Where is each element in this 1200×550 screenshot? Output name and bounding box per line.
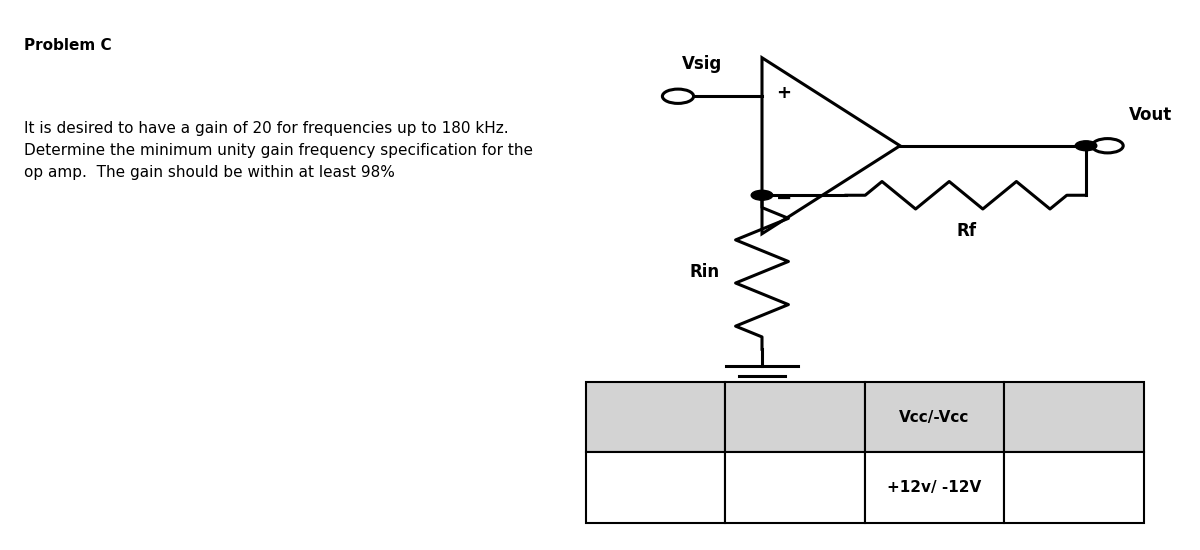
FancyBboxPatch shape: [864, 452, 1004, 522]
FancyBboxPatch shape: [586, 382, 725, 452]
Circle shape: [1075, 141, 1097, 151]
Text: +: +: [776, 85, 792, 102]
Circle shape: [751, 190, 773, 200]
FancyBboxPatch shape: [725, 452, 864, 522]
Text: Vcc/-Vcc: Vcc/-Vcc: [899, 410, 970, 425]
Text: Rf: Rf: [956, 222, 976, 240]
Text: Problem C: Problem C: [24, 39, 112, 53]
Text: Vsig: Vsig: [682, 56, 722, 73]
Text: +12v/ -12V: +12v/ -12V: [887, 480, 982, 495]
Text: Vout: Vout: [1129, 107, 1172, 124]
FancyBboxPatch shape: [725, 382, 864, 452]
FancyBboxPatch shape: [1004, 382, 1144, 452]
Text: Rin: Rin: [690, 263, 720, 281]
Text: −: −: [776, 189, 793, 207]
FancyBboxPatch shape: [1004, 452, 1144, 522]
FancyBboxPatch shape: [586, 452, 725, 522]
Text: It is desired to have a gain of 20 for frequencies up to 180 kHz.
Determine the : It is desired to have a gain of 20 for f…: [24, 121, 533, 180]
FancyBboxPatch shape: [864, 382, 1004, 452]
